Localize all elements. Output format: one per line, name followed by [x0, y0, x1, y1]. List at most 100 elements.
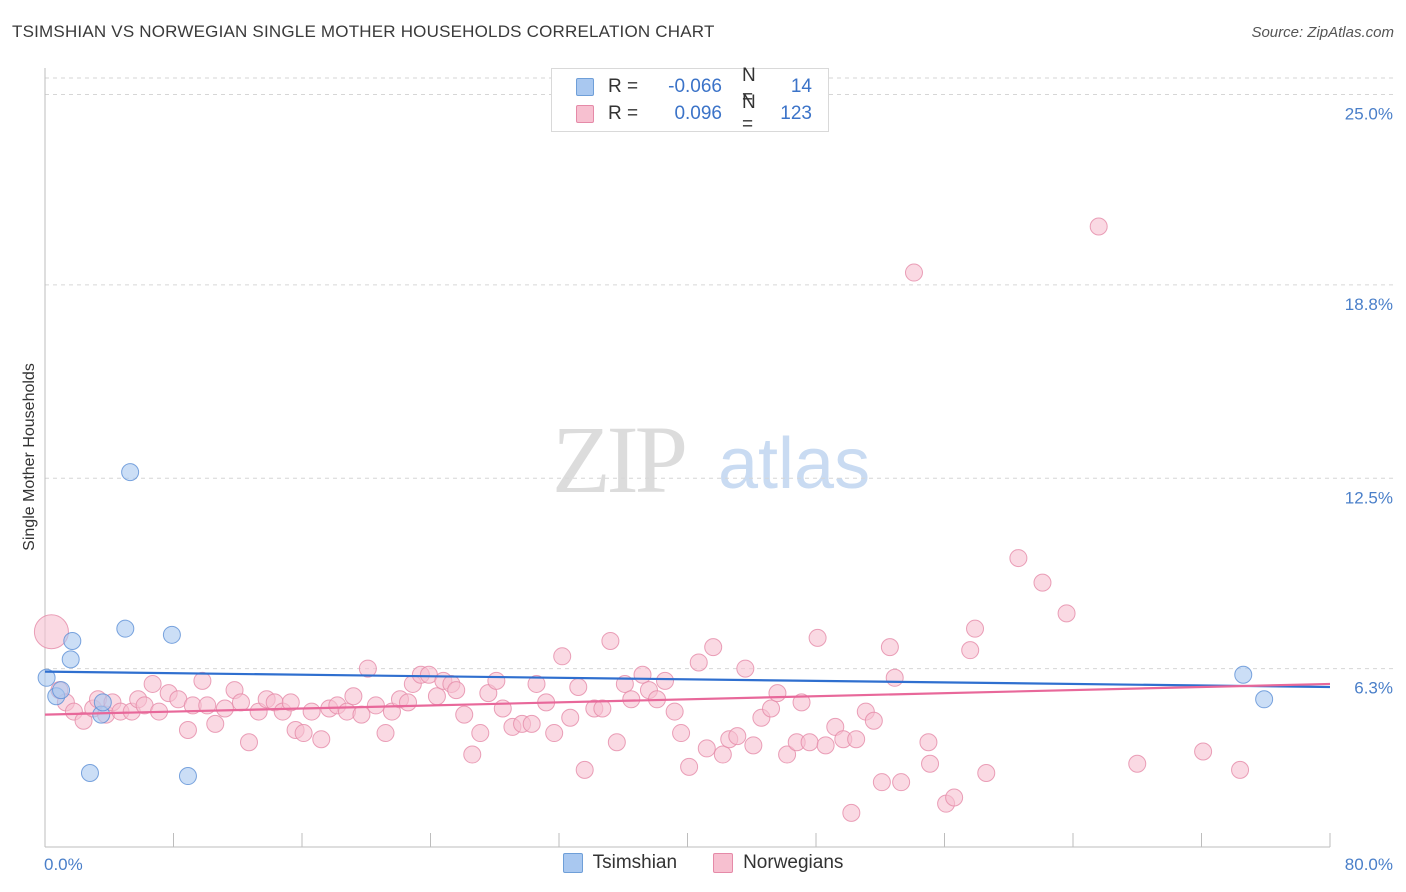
norwegian-point: [762, 699, 781, 718]
norwegian-point: [656, 671, 675, 690]
legend-n-value: 14: [790, 76, 812, 97]
norwegian-point: [880, 638, 899, 657]
norwegian-point: [1128, 754, 1147, 773]
norwegian-point: [553, 647, 572, 666]
norwegian-point: [193, 671, 212, 690]
legend-item-tsimshian[interactable]: Tsimshian: [562, 852, 677, 874]
norwegian-point: [961, 641, 980, 660]
legend-r-label: R =: [608, 76, 639, 97]
norwegian-point: [527, 674, 546, 693]
grid: [45, 77, 1395, 670]
norwegian-point: [206, 714, 225, 733]
legend-n-label: N =: [742, 65, 756, 108]
y-tick-label: 18.8%: [1345, 295, 1393, 314]
norwegian-point: [792, 693, 811, 712]
norwegian-point: [487, 671, 506, 690]
norwegian-point: [399, 693, 418, 712]
legend-row-norwegians: R = 0.096 N = 123: [576, 92, 812, 135]
norwegian-point: [143, 674, 162, 693]
norwegian-point: [1009, 549, 1028, 568]
norwegian-point: [919, 733, 938, 752]
norwegian-point: [74, 711, 93, 730]
tsimshian-point: [63, 631, 82, 650]
legend-n-value: 123: [780, 103, 812, 124]
norwegian-point: [231, 693, 250, 712]
norwegian-point: [672, 724, 691, 743]
norwegian-point: [352, 705, 371, 724]
norwegian-point: [545, 724, 564, 743]
tsimshian-point: [80, 763, 99, 782]
norwegian-point: [1089, 217, 1108, 236]
norwegian-point: [281, 693, 300, 712]
norwegian-point: [33, 614, 69, 650]
axes: [44, 68, 1331, 848]
norwegian-point: [455, 705, 474, 724]
y-axis-label: Single Mother Households: [21, 363, 38, 551]
legend-n-label: N =: [742, 92, 756, 135]
norwegian-point: [593, 699, 612, 718]
norwegian-point: [239, 733, 258, 752]
norwegian-point: [622, 690, 641, 709]
tsimshian-point: [116, 619, 135, 638]
tsimshian-point: [1234, 665, 1253, 684]
norwegian-point: [945, 788, 964, 807]
norwegian-point: [816, 736, 835, 755]
norwegian-point: [312, 730, 331, 749]
norwegian-point: [1194, 742, 1213, 761]
norwegian-point: [689, 653, 708, 672]
norwegian-trend-line: [44, 682, 1331, 716]
tsimshian-point: [178, 767, 197, 786]
norwegian-point: [885, 668, 904, 687]
norwegian-point: [921, 754, 940, 773]
tsimshian-point: [93, 693, 112, 712]
series-legend: Tsimshian Norwegians: [0, 852, 1406, 874]
norwegian-point: [778, 745, 797, 764]
legend-item-norwegians[interactable]: Norwegians: [713, 852, 843, 874]
norwegian-point: [713, 745, 732, 764]
norwegian-point: [358, 659, 377, 678]
tsimshian-point: [61, 650, 80, 669]
tsimshian-point: [52, 681, 71, 700]
norwegian-point: [704, 638, 723, 657]
norwegian-point: [215, 699, 234, 718]
legend-label-norwegians: Norwegians: [743, 852, 844, 873]
tsimshian-trend-line: [44, 670, 1331, 689]
legend-swatch-norwegians: [713, 853, 734, 873]
legend-r-label: R =: [608, 103, 639, 124]
trend-lines: [44, 670, 1331, 716]
norwegian-point: [665, 702, 684, 721]
norwegian-point: [607, 733, 626, 752]
legend-swatch-norwegians: [576, 105, 594, 123]
norwegian-point: [864, 711, 883, 730]
legend-row-tsimshian: R = -0.066 N = 14: [576, 65, 812, 108]
norwegian-point: [697, 739, 716, 758]
norwegian-point: [744, 736, 763, 755]
norwegian-point: [575, 760, 594, 779]
norwegian-point: [842, 803, 861, 822]
norwegian-point: [522, 714, 541, 733]
tsimshian-point: [121, 463, 140, 482]
data-points: [33, 217, 1274, 822]
norwegian-point: [601, 631, 620, 650]
tsimshian-point: [37, 668, 56, 687]
norwegian-point: [471, 724, 490, 743]
norwegian-point: [680, 757, 699, 776]
norwegian-point: [1057, 604, 1076, 623]
norwegian-point: [344, 687, 363, 706]
tsimshian-point: [162, 625, 181, 644]
source-label: Source: ZipAtlas.com: [1251, 24, 1394, 41]
norwegian-point: [366, 696, 385, 715]
norwegian-point: [561, 708, 580, 727]
norwegian-point: [376, 724, 395, 743]
tsimshian-point: [1255, 690, 1274, 709]
norwegian-point: [977, 763, 996, 782]
legend-swatch-tsimshian: [562, 853, 583, 873]
y-tick-label: 25.0%: [1345, 105, 1393, 124]
norwegian-point: [294, 724, 313, 743]
norwegian-point: [904, 263, 923, 282]
norwegian-point: [736, 659, 755, 678]
chart-title: TSIMSHIAN VS NORWEGIAN SINGLE MOTHER HOU…: [12, 22, 715, 41]
norwegian-point: [302, 702, 321, 721]
norwegian-point: [1231, 760, 1250, 779]
